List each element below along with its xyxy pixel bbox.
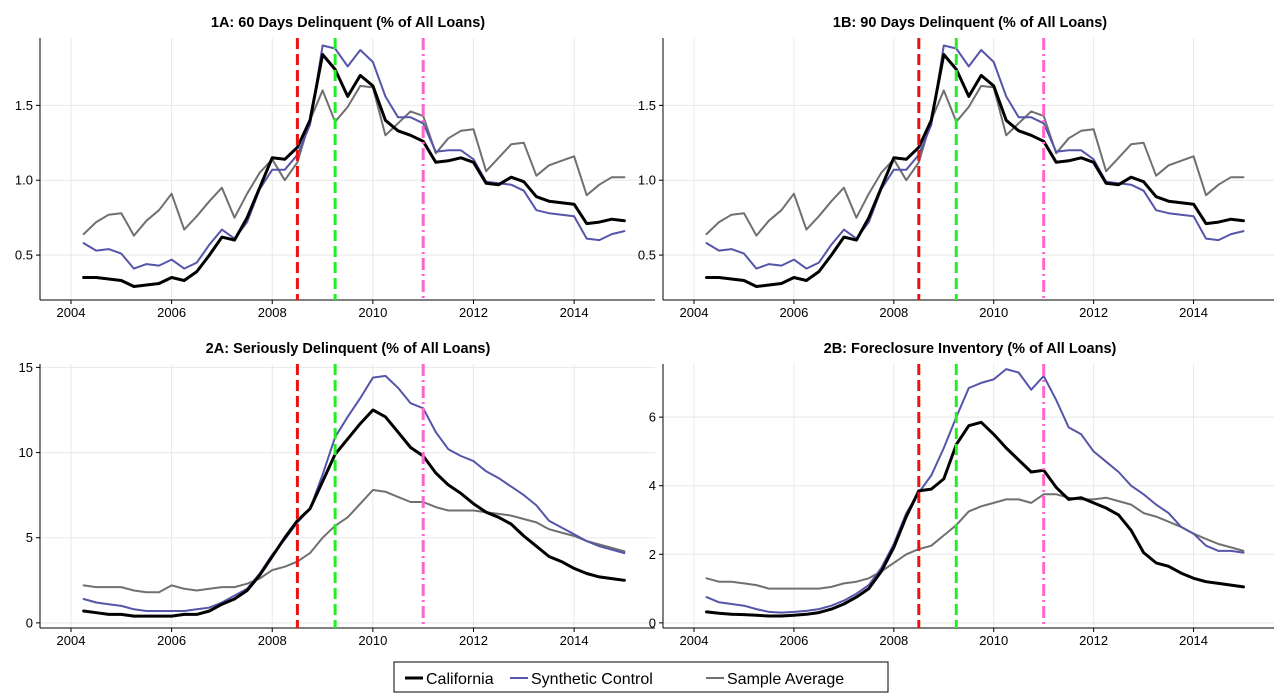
panel-1a-gridlines [40,38,655,300]
panel-1a-title: 1A: 60 Days Delinquent (% of All Loans) [211,15,485,31]
legend-label-sample-average: Sample Average [727,671,844,688]
panel-1b-x-tick-label: 2004 [680,305,709,320]
legend-label-synthetic-control: Synthetic Control [531,671,653,688]
panel-2a-x-tick-label: 2008 [258,633,287,648]
panel-2a-y-tick-label: 10 [19,445,33,460]
panel-2a-series-sample-average [82,489,626,594]
panel-1b-series-sample-average [705,84,1245,237]
panel-2b-x-tick-label: 2006 [779,633,808,648]
panel-2a-x-tick-label: 2004 [57,633,86,648]
panel-2b-x-tick-label: 2008 [879,633,908,648]
panel-2a-series-synthetic-control [82,374,626,612]
panel-2b-series-sample-average [705,493,1245,590]
panel-2a-title: 2A: Seriously Delinquent (% of All Loans… [206,341,491,357]
panel-2a-y-tick-label: 15 [19,360,33,375]
panel-1b: 1B: 90 Days Delinquent (% of All Loans) … [638,15,1274,320]
panel-1a-x-tick-label: 2006 [157,305,186,320]
panel-2b-gridlines [663,364,1274,628]
panel-1b-series-synthetic-control [705,44,1245,270]
panel-2a-x-tick-label: 2014 [560,633,589,648]
panel-2a-x-tick-label: 2012 [459,633,488,648]
panel-1b-x-tick-label: 2012 [1079,305,1108,320]
panel-1b-x-tick-label: 2014 [1179,305,1208,320]
panel-1a-x-tick-label: 2010 [358,305,387,320]
panel-1a-y-tick-label: 1.5 [15,98,33,113]
panel-1a-x-tick-label: 2004 [57,305,86,320]
panel-1b-x-tick-label: 2006 [779,305,808,320]
legend-box [393,661,889,693]
panel-2b-y-tick-label: 2 [649,547,656,562]
panel-1b-series-california [705,53,1245,288]
panel-2a-series-california [82,408,626,618]
panel-1a-x-tick-label: 2008 [258,305,287,320]
panel-1a-series-sample-average [82,84,626,237]
panel-2b-x-tick-label: 2012 [1079,633,1108,648]
panel-2b-series-synthetic-control [705,368,1245,614]
panel-1a-series-synthetic-control [82,44,626,270]
panel-1b-y-tick-label: 0.5 [638,248,656,263]
panel-1a-y-tick-label: 1.0 [15,173,33,188]
panel-2b-series-california [705,420,1245,618]
panel-2b-y-tick-label: 4 [649,478,656,493]
panel-1b-x-tick-label: 2010 [979,305,1008,320]
panel-1b-y-tick-label: 1.0 [638,173,656,188]
panel-1a-y-tick-label: 0.5 [15,248,33,263]
panel-2b-title: 2B: Foreclosure Inventory (% of All Loan… [824,341,1117,357]
panel-2a-y-tick-label: 5 [26,530,33,545]
panel-1a-x-tick-label: 2012 [459,305,488,320]
panel-2a-x-tick-label: 2010 [358,633,387,648]
panel-1b-y-tick-label: 1.5 [638,98,656,113]
panel-1a-series-california [82,53,626,288]
panel-1b-title: 1B: 90 Days Delinquent (% of All Loans) [833,15,1107,31]
legend-label-california: California [426,671,494,688]
panel-2b-x-tick-label: 2014 [1179,633,1208,648]
panel-2a: 2A: Seriously Delinquent (% of All Loans… [19,341,655,648]
panel-1b-x-tick-label: 2008 [879,305,908,320]
panel-2b-y-tick-label: 6 [649,410,656,425]
panel-2b-y-tick-label: 0 [649,615,656,630]
panel-2b: 2B: Foreclosure Inventory (% of All Loan… [649,341,1274,648]
panel-1b-gridlines [663,38,1274,300]
panel-2b-x-tick-label: 2010 [979,633,1008,648]
panel-2a-y-tick-label: 0 [26,615,33,630]
panel-2a-x-tick-label: 2006 [157,633,186,648]
panel-1a-x-tick-label: 2014 [560,305,589,320]
panel-1a: 1A: 60 Days Delinquent (% of All Loans) … [15,15,655,320]
panel-2a-gridlines [40,364,655,628]
legend: California Synthetic Control Sample Aver… [393,661,889,693]
panel-2b-x-tick-label: 2004 [680,633,709,648]
